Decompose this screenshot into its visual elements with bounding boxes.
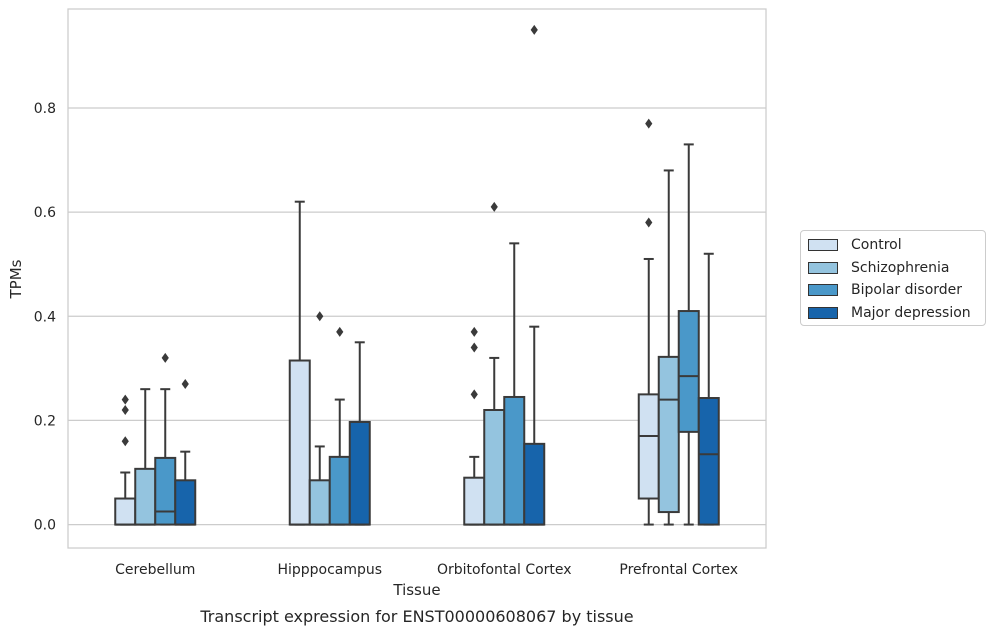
outlier-point (161, 352, 169, 363)
outlier-point (121, 394, 129, 405)
y-tick-label: 0.2 (34, 413, 56, 429)
box-control (637, 118, 660, 526)
box-iqr (308, 479, 331, 526)
box-iqr (348, 420, 371, 526)
box-iqr (134, 467, 157, 526)
outlier-point (121, 404, 129, 415)
box-bipolar-disorder (154, 352, 177, 526)
legend-label-control: Control (851, 237, 902, 253)
outlier-point (336, 326, 344, 337)
x-tick-label: Prefrontal Cortex (619, 562, 738, 578)
box-control (288, 200, 311, 526)
box-major-depression (174, 378, 197, 526)
legend: Control Schizophrenia Bipolar disorder M… (800, 230, 986, 326)
outlier-point (470, 326, 478, 337)
y-tick-labels: 0.0 0.2 0.4 0.6 0.8 (34, 101, 56, 534)
legend-swatch-bipolar-disorder (808, 284, 838, 296)
outlier-point (470, 342, 478, 353)
x-tick-label: Hipppocampus (277, 562, 382, 578)
box-iqr (288, 359, 311, 526)
outlier-point (470, 389, 478, 400)
box-iqr (677, 310, 700, 433)
outlier-point (316, 311, 324, 322)
y-tick-label: 0.8 (34, 101, 56, 117)
box-iqr (463, 476, 486, 526)
box-control (114, 394, 137, 526)
box-major-depression (348, 341, 371, 526)
outlier-point (530, 24, 538, 35)
outlier-point (121, 436, 129, 447)
legend-item-schizophrenia: Schizophrenia (808, 258, 949, 278)
y-axis-label: TPMs (7, 259, 25, 299)
box-major-depression (523, 24, 546, 526)
chart-caption: Transcript expression for ENST0000060806… (199, 607, 633, 626)
box-major-depression (697, 252, 720, 526)
legend-label-bipolar-disorder: Bipolar disorder (851, 282, 963, 298)
box-iqr (174, 479, 197, 526)
legend-swatch-major-depression (808, 307, 838, 319)
box-iqr (503, 395, 526, 526)
box-control (463, 326, 486, 526)
y-tick-label: 0.0 (34, 518, 56, 534)
legend-item-control: Control (808, 235, 902, 255)
legend-swatch-schizophrenia (808, 262, 838, 274)
box-bipolar-disorder (328, 326, 351, 526)
box-iqr (114, 497, 137, 526)
box-bipolar-disorder (677, 143, 700, 526)
box-iqr (154, 456, 177, 526)
box-iqr (328, 455, 351, 526)
y-tick-label: 0.4 (34, 309, 56, 325)
outlier-point (181, 378, 189, 389)
outlier-point (645, 118, 653, 129)
box-bipolar-disorder (503, 242, 526, 526)
legend-swatch-control (808, 239, 838, 251)
x-tick-label: Cerebellum (115, 562, 195, 578)
x-tick-label: Orbitofontal Cortex (437, 562, 572, 578)
legend-item-major-depression: Major depression (808, 303, 971, 323)
x-tick-labels: Cerebellum Hipppocampus Orbitofontal Corte… (115, 562, 738, 578)
box-schizophrenia (308, 311, 331, 526)
boxplot-marks (114, 24, 720, 526)
outlier-point (645, 217, 653, 228)
legend-item-bipolar-disorder: Bipolar disorder (808, 280, 962, 300)
y-tick-label: 0.6 (34, 205, 56, 221)
box-iqr (523, 442, 546, 526)
box-schizophrenia (657, 169, 680, 526)
box-schizophrenia (134, 388, 157, 526)
legend-label-major-depression: Major depression (851, 305, 971, 321)
box-schizophrenia (483, 201, 506, 526)
box-iqr (697, 397, 720, 526)
plot-frame (67, 8, 767, 549)
x-axis-label: Tissue (392, 581, 440, 599)
legend-label-schizophrenia: Schizophrenia (851, 260, 950, 276)
box-iqr (637, 393, 660, 500)
box-iqr (657, 355, 680, 514)
box-iqr (483, 408, 506, 526)
outlier-point (490, 201, 498, 212)
